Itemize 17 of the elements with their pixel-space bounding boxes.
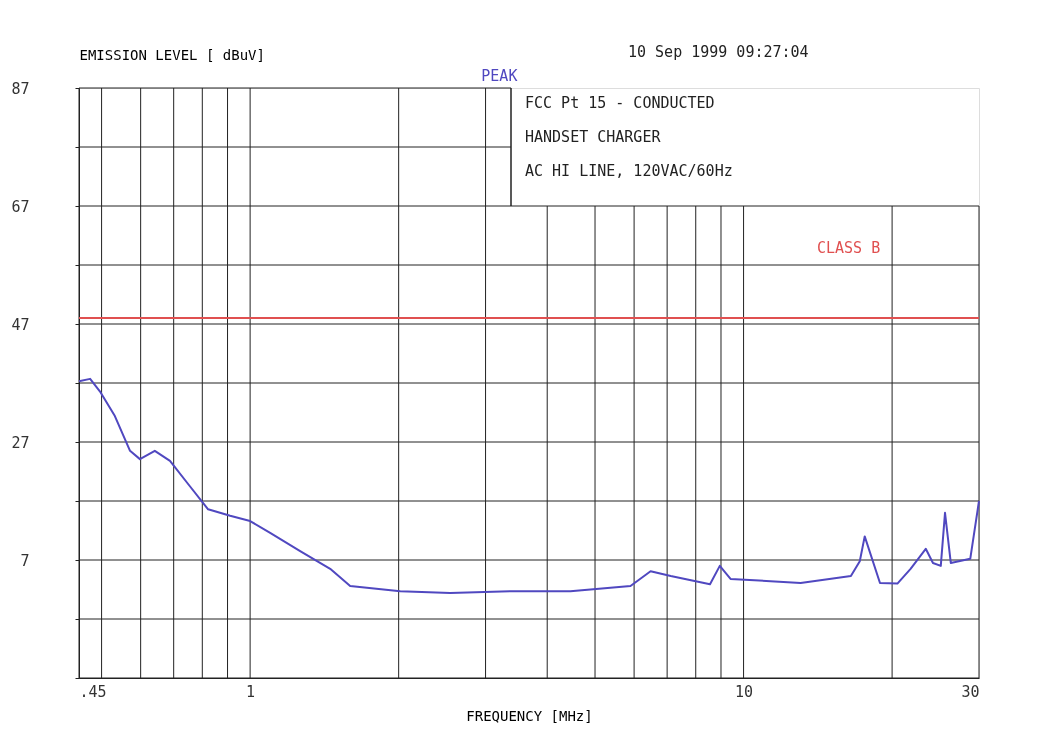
y-tick-label: 47 [11, 315, 30, 334]
y-tick-label: 27 [11, 433, 30, 452]
text: 10 Sep 1999 09:27:04 [628, 43, 809, 61]
y-axis-title: EMISSION LEVEL [ dBuV] [79, 46, 265, 63]
text: PEAK [481, 67, 518, 85]
y-tick-label: 7 [20, 551, 30, 570]
annotation: AC HI LINE, 120VAC/60Hz [525, 162, 733, 180]
ref-line-label: CLASS B [817, 239, 881, 258]
x-tick-label: .45 [79, 682, 107, 701]
annotation: FCC Pt 15 - CONDUCTED [525, 94, 715, 112]
x-tick-label: 1 [246, 682, 256, 701]
x-tick-label: 10 [735, 682, 754, 701]
y-tick-label: 67 [11, 197, 30, 216]
x-axis-title: FREQUENCY [MHz] [466, 707, 593, 724]
y-tick-label: 87 [11, 79, 30, 98]
x-tick-label: 30 [961, 682, 980, 701]
annotation: HANDSET CHARGER [525, 128, 662, 146]
